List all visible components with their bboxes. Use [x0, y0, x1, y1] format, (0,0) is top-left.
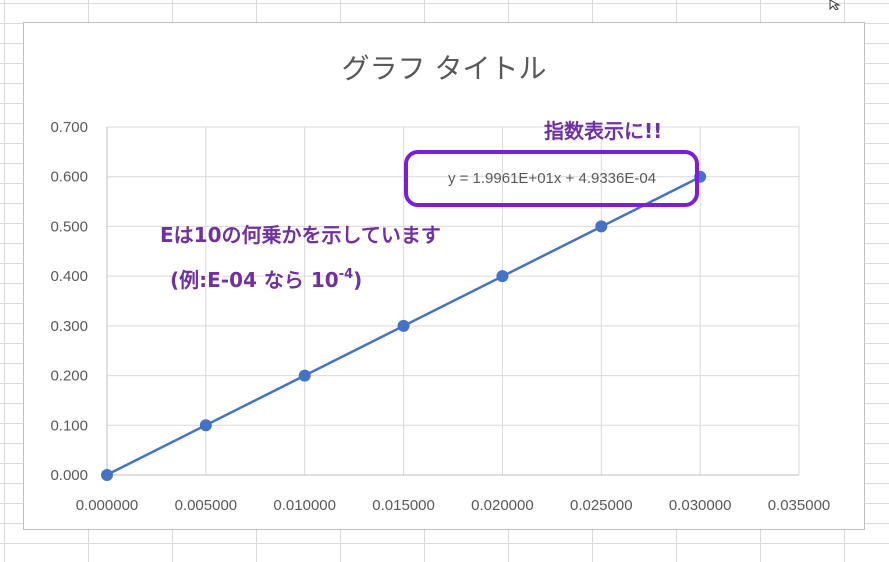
y-tick-label: 0.000 [50, 467, 88, 484]
x-tick-label: 0.025000 [570, 497, 633, 514]
explain-line-2-superscript: -4 [339, 267, 353, 282]
x-tick-label: 0.020000 [471, 497, 534, 514]
explain-line-2-prefix: (例:E-04 なら 10 [170, 268, 339, 292]
y-tick-label: 0.200 [50, 368, 88, 385]
y-tick-label: 0.100 [50, 417, 88, 434]
x-tick-labels: 0.000000 0.005000 0.010000 0.015000 0.020000… [76, 497, 831, 514]
explain-line-1: Eは10の何乗かを示しています [160, 223, 441, 247]
data-point[interactable] [496, 270, 509, 283]
equation-highlight-box [404, 150, 699, 207]
x-tick-label: 0.000000 [76, 497, 139, 514]
data-point[interactable] [595, 220, 608, 233]
y-tick-label: 0.400 [50, 268, 88, 285]
data-point[interactable] [298, 369, 311, 382]
y-tick-label: 0.600 [50, 169, 88, 186]
x-tick-label: 0.005000 [175, 497, 238, 514]
y-tick-labels: 0.000 0.100 0.200 0.300 0.400 0.500 0.600 0.700 [50, 119, 88, 484]
explain-line-2: (例:E-04 なら 10-4) [170, 267, 362, 292]
data-points [101, 170, 707, 481]
exponent-note: 指数表示に!! [544, 119, 662, 143]
x-tick-label: 0.030000 [669, 497, 732, 514]
y-tick-label: 0.700 [50, 119, 88, 136]
y-tick-label: 0.500 [50, 218, 88, 235]
x-tick-label: 0.035000 [768, 497, 831, 514]
explain-line-2-suffix: ) [353, 268, 362, 292]
data-point[interactable] [199, 419, 212, 432]
y-tick-label: 0.300 [50, 318, 88, 335]
axes [106, 127, 799, 476]
chart-title[interactable]: グラフ タイトル [342, 52, 547, 85]
data-point[interactable] [397, 319, 410, 332]
mouse-cursor-icon [829, 0, 841, 10]
gridlines [107, 126, 800, 475]
x-tick-label: 0.015000 [372, 497, 435, 514]
data-point[interactable] [101, 469, 113, 481]
x-tick-label: 0.010000 [273, 497, 336, 514]
trendline-equation[interactable]: y = 1.9961E+01x + 4.9336E-04 [448, 170, 656, 187]
